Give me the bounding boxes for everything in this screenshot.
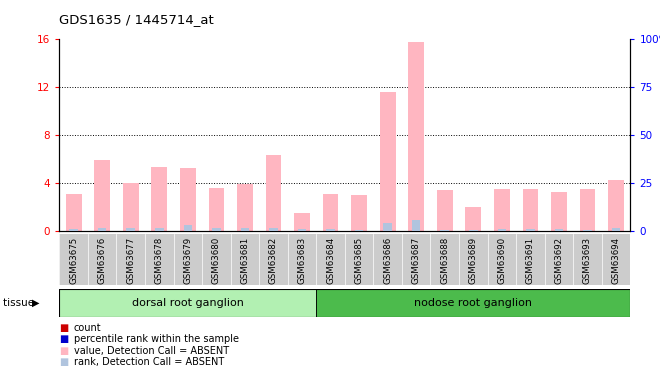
Bar — [59, 289, 316, 317]
Bar — [69, 228, 78, 231]
Bar — [345, 234, 374, 285]
Text: GSM63677: GSM63677 — [126, 237, 135, 284]
Bar — [523, 189, 539, 231]
Bar — [212, 228, 220, 231]
Text: GSM63690: GSM63690 — [498, 237, 506, 284]
Bar — [326, 229, 335, 231]
Text: GDS1635 / 1445714_at: GDS1635 / 1445714_at — [59, 13, 214, 26]
Bar — [127, 228, 135, 231]
Text: ■: ■ — [59, 346, 69, 355]
Bar — [374, 234, 402, 285]
Text: GSM63694: GSM63694 — [612, 237, 620, 284]
Bar — [355, 230, 364, 231]
Bar — [180, 168, 196, 231]
Text: GSM63682: GSM63682 — [269, 237, 278, 284]
Bar — [488, 234, 516, 285]
Bar — [174, 234, 202, 285]
Text: GSM63681: GSM63681 — [240, 237, 249, 284]
Bar — [88, 234, 116, 285]
Text: GSM63684: GSM63684 — [326, 237, 335, 284]
Text: GSM63693: GSM63693 — [583, 237, 592, 284]
Bar — [231, 234, 259, 285]
Bar — [323, 194, 339, 231]
Bar — [430, 234, 459, 285]
Bar — [554, 229, 563, 231]
Bar — [265, 155, 281, 231]
Text: GSM63691: GSM63691 — [526, 237, 535, 284]
Bar — [602, 234, 630, 285]
Bar — [437, 190, 453, 231]
Bar — [583, 230, 592, 231]
Bar — [145, 234, 174, 285]
Bar — [123, 183, 139, 231]
Bar — [494, 189, 510, 231]
Bar — [59, 234, 88, 285]
Bar — [66, 194, 82, 231]
Bar — [94, 160, 110, 231]
Text: percentile rank within the sample: percentile rank within the sample — [74, 334, 239, 344]
Bar — [269, 228, 278, 231]
Bar — [465, 207, 481, 231]
Bar — [573, 234, 602, 285]
Bar — [294, 213, 310, 231]
Text: tissue: tissue — [3, 298, 38, 308]
Bar — [151, 167, 167, 231]
Bar — [59, 289, 316, 317]
Bar — [237, 184, 253, 231]
Bar — [579, 189, 595, 231]
Text: GSM63680: GSM63680 — [212, 237, 221, 284]
Text: GSM63686: GSM63686 — [383, 237, 392, 284]
Text: GSM63687: GSM63687 — [412, 237, 420, 284]
Bar — [316, 289, 630, 317]
Bar — [412, 220, 420, 231]
Bar — [469, 230, 478, 231]
Text: GSM63692: GSM63692 — [554, 237, 564, 284]
Bar — [316, 234, 345, 285]
Bar — [409, 42, 424, 231]
Bar — [608, 180, 624, 231]
Bar — [516, 234, 544, 285]
Bar — [383, 223, 392, 231]
Text: GSM63678: GSM63678 — [155, 237, 164, 284]
Text: rank, Detection Call = ABSENT: rank, Detection Call = ABSENT — [74, 357, 224, 367]
Text: ■: ■ — [59, 357, 69, 367]
Text: nodose root ganglion: nodose root ganglion — [414, 298, 533, 308]
Text: ■: ■ — [59, 323, 69, 333]
Bar — [183, 225, 192, 231]
Bar — [551, 192, 567, 231]
Bar — [98, 228, 106, 231]
Text: GSM63676: GSM63676 — [98, 237, 107, 284]
Text: GSM63688: GSM63688 — [440, 237, 449, 284]
Bar — [155, 228, 164, 231]
Text: count: count — [74, 323, 102, 333]
Text: ▶: ▶ — [32, 298, 39, 308]
Text: ■: ■ — [59, 334, 69, 344]
Text: value, Detection Call = ABSENT: value, Detection Call = ABSENT — [74, 346, 229, 355]
Bar — [498, 229, 506, 231]
Text: dorsal root ganglion: dorsal root ganglion — [132, 298, 244, 308]
Text: GSM63689: GSM63689 — [469, 237, 478, 284]
Bar — [288, 234, 316, 285]
Bar — [544, 234, 573, 285]
Bar — [209, 188, 224, 231]
Bar — [316, 289, 630, 317]
Bar — [351, 195, 367, 231]
Text: GSM63679: GSM63679 — [183, 237, 192, 284]
Bar — [298, 230, 306, 231]
Bar — [402, 234, 430, 285]
Text: GSM63685: GSM63685 — [354, 237, 364, 284]
Bar — [612, 228, 620, 231]
Bar — [526, 229, 535, 231]
Text: GSM63683: GSM63683 — [298, 237, 306, 284]
Bar — [440, 230, 449, 231]
Bar — [241, 228, 249, 231]
Bar — [202, 234, 231, 285]
Bar — [117, 234, 145, 285]
Bar — [259, 234, 288, 285]
Bar — [379, 92, 395, 231]
Bar — [459, 234, 488, 285]
Text: GSM63675: GSM63675 — [69, 237, 78, 284]
